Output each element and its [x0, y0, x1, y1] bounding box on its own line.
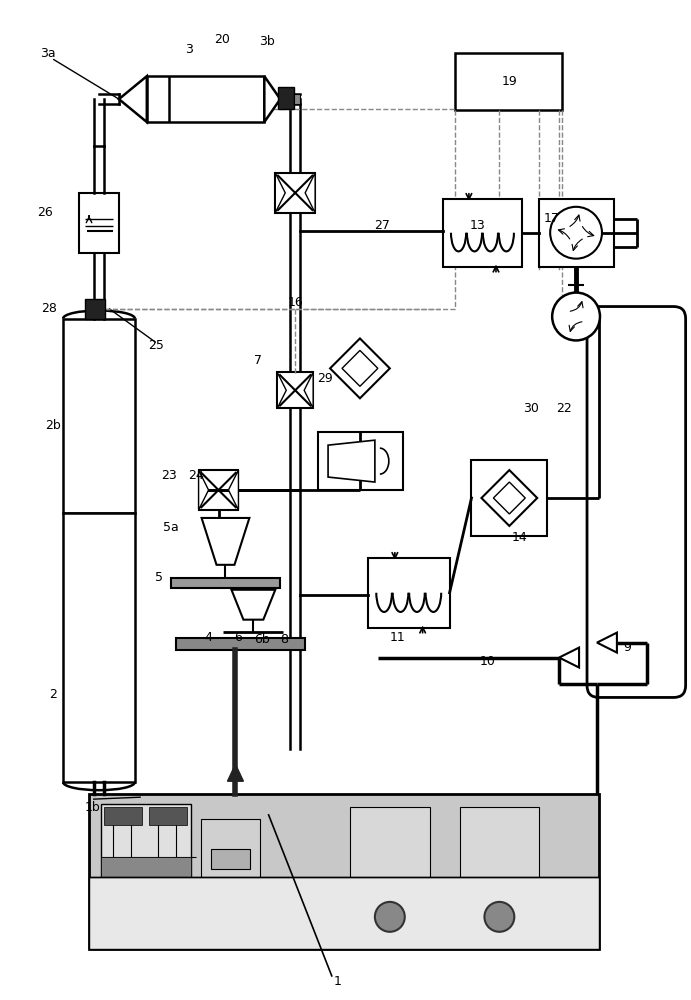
- Bar: [211, 849, 250, 869]
- Text: 1b: 1b: [85, 801, 101, 814]
- Bar: [277, 372, 313, 408]
- Text: 22: 22: [556, 402, 572, 415]
- Bar: [79, 193, 119, 253]
- Bar: [198, 470, 238, 510]
- FancyBboxPatch shape: [587, 307, 685, 697]
- Bar: [275, 173, 315, 213]
- Text: 25: 25: [148, 339, 164, 352]
- Text: 14: 14: [511, 531, 527, 544]
- Text: 9: 9: [623, 641, 631, 654]
- Polygon shape: [227, 764, 243, 781]
- Polygon shape: [559, 648, 579, 668]
- Bar: [89, 794, 599, 949]
- Text: 24: 24: [188, 469, 203, 482]
- Text: 20: 20: [215, 33, 230, 46]
- Polygon shape: [342, 350, 378, 386]
- Text: 8: 8: [281, 633, 288, 646]
- Bar: [278, 87, 294, 109]
- Text: 3: 3: [184, 43, 193, 56]
- Bar: [460, 807, 539, 897]
- Polygon shape: [305, 173, 315, 213]
- Polygon shape: [330, 338, 390, 398]
- Text: 6b: 6b: [254, 633, 270, 646]
- Bar: [539, 199, 614, 267]
- Polygon shape: [198, 470, 209, 510]
- Text: 30: 30: [523, 402, 539, 415]
- Circle shape: [550, 207, 602, 259]
- Bar: [318, 432, 403, 490]
- Text: 13: 13: [470, 219, 485, 232]
- Text: 27: 27: [374, 219, 390, 232]
- Text: 5a: 5a: [163, 521, 178, 534]
- Polygon shape: [493, 482, 525, 514]
- Text: 26: 26: [37, 206, 53, 219]
- Polygon shape: [275, 173, 285, 213]
- Polygon shape: [277, 372, 286, 408]
- Circle shape: [484, 902, 514, 932]
- Bar: [89, 877, 599, 949]
- Text: 2: 2: [49, 688, 57, 701]
- Polygon shape: [482, 470, 537, 526]
- Text: 4: 4: [205, 631, 213, 644]
- Bar: [443, 199, 522, 267]
- Polygon shape: [202, 518, 249, 565]
- Text: 16: 16: [287, 296, 303, 309]
- Bar: [455, 53, 562, 110]
- Bar: [294, 94, 300, 104]
- Bar: [149, 807, 187, 825]
- Bar: [101, 804, 191, 884]
- Bar: [471, 460, 547, 536]
- Text: 29: 29: [317, 372, 333, 385]
- Bar: [350, 807, 430, 897]
- Text: 17: 17: [543, 212, 559, 225]
- Polygon shape: [119, 76, 146, 122]
- Bar: [85, 299, 105, 319]
- Bar: [104, 807, 142, 825]
- Polygon shape: [597, 633, 617, 653]
- Bar: [200, 819, 261, 879]
- Text: 1: 1: [334, 975, 342, 988]
- Polygon shape: [229, 470, 238, 510]
- Bar: [63, 513, 135, 782]
- Polygon shape: [231, 590, 275, 620]
- Text: 3b: 3b: [259, 35, 275, 48]
- Text: 7: 7: [254, 354, 263, 367]
- Bar: [63, 319, 135, 513]
- Circle shape: [552, 293, 600, 340]
- Bar: [171, 578, 281, 588]
- Text: 11: 11: [390, 631, 406, 644]
- Bar: [146, 76, 265, 122]
- Polygon shape: [265, 76, 281, 122]
- Bar: [176, 638, 305, 650]
- Polygon shape: [304, 372, 313, 408]
- Text: 23: 23: [161, 469, 177, 482]
- Text: 10: 10: [480, 655, 495, 668]
- Text: 6: 6: [234, 631, 243, 644]
- Text: 2b: 2b: [46, 419, 61, 432]
- Text: 28: 28: [41, 302, 57, 315]
- Bar: [101, 857, 191, 885]
- Polygon shape: [328, 440, 375, 482]
- Circle shape: [375, 902, 405, 932]
- Bar: [368, 558, 450, 628]
- Text: 3a: 3a: [40, 47, 56, 60]
- Text: 5: 5: [155, 571, 163, 584]
- Text: 19: 19: [502, 75, 518, 88]
